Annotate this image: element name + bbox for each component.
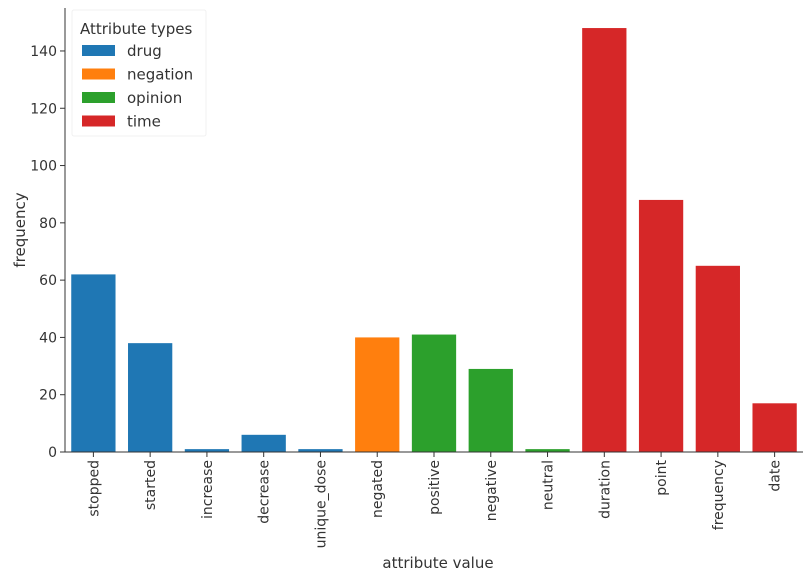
legend-swatch-time [82,115,115,127]
y-tick-label: 60 [39,273,57,289]
x-tick-label-decrease: decrease [257,460,273,524]
y-ticks-layer: 0 20 40 60 80 100 120 140 [30,44,65,461]
bar-increase [184,449,230,452]
y-tick-label: 40 [39,330,57,346]
legend-swatch-negation [82,68,115,80]
x-tick-label-frequency: frequency [711,460,727,530]
y-tick-label: 0 [48,445,57,461]
bar-decrease [241,434,286,452]
bar-started [128,343,173,452]
y-tick-label: 20 [39,388,57,404]
x-tick-label-positive: positive [427,460,443,515]
x-tick-label-negative: negative [484,460,500,521]
x-tick-label-point: point [654,460,670,496]
legend-swatch-opinion [82,92,115,103]
x-tick-label-started: started [143,460,159,510]
y-tick-label: 140 [30,44,57,60]
x-tick-label-increase: increase [200,460,216,519]
legend: Attribute types drug negation opinion time [71,9,207,137]
legend-entries: drug negation opinion time [82,42,193,131]
bar-neutral [525,449,570,452]
bar-point [638,199,684,452]
bars-layer [71,28,797,453]
legend-swatch-drug [82,45,115,56]
x-axis-label: attribute value [382,554,493,571]
x-tick-label-date: date [768,460,784,492]
bar-stopped [71,274,116,452]
bar-negated [355,337,400,452]
bar-date [752,403,797,452]
legend-label-negation: negation [127,66,193,84]
legend-label-drug: drug [127,42,162,60]
bar-positive [411,334,457,452]
x-tick-label-negated: negated [370,460,386,518]
x-ticks-layer: stopped started increase decrease unique_dos… [86,452,784,548]
bar-duration [582,28,627,453]
legend-title: Attribute types [80,20,193,38]
x-tick-label-duration: duration [597,460,613,519]
y-tick-label: 80 [39,216,57,232]
legend-label-time: time [127,113,161,131]
y-tick-label: 100 [30,159,57,175]
x-tick-label-unique_dose: unique_dose [313,460,329,548]
x-tick-label-stopped: stopped [86,460,102,517]
y-tick-label: 120 [30,101,57,117]
x-tick-label-neutral: neutral [541,460,557,510]
legend-frame [71,9,207,137]
y-axis-label: frequency [11,192,29,267]
legend-label-opinion: opinion [127,89,182,107]
bar-negative [468,368,513,452]
bar-frequency [695,265,740,452]
bar-unique_dose [298,449,343,452]
